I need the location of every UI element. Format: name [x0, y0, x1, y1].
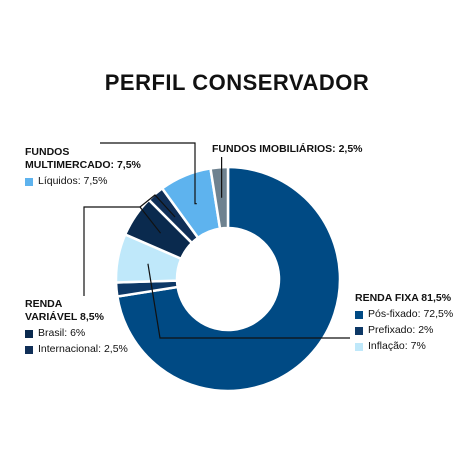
swatch-prefixado [355, 326, 363, 335]
legend-renda-variavel-title-line2: VARIÁVEL 8,5% [25, 311, 104, 323]
legend-renda-fixa: RENDA FIXA 81,5% Pós-fixado: 72,5% Prefi… [355, 292, 453, 353]
swatch-pos-fixado [355, 310, 363, 319]
swatch-liquidos [25, 177, 33, 186]
legend-multimercado-title-line1: FUNDOS [25, 146, 70, 158]
legend-item-liquidos-label: Líquidos: 7,5% [38, 175, 108, 187]
leader-internacional [139, 194, 176, 218]
legend-item-pos-fixado-label: Pós-fixado: 72,5% [368, 308, 454, 320]
leader-multimercado [100, 142, 197, 205]
slice-imobiliarios [209, 165, 230, 231]
swatch-inflacao [355, 342, 363, 351]
leader-renda-fixa [147, 263, 350, 339]
legend-item-prefixado: Prefixado: 2% [355, 324, 453, 337]
legend-imobiliarios-title: FUNDOS IMOBILIÁRIOS: 2,5% [212, 143, 363, 155]
legend-item-prefixado-label: Prefixado: 2% [368, 324, 434, 336]
swatch-internacional [25, 345, 33, 354]
legend-renda-fixa-title: RENDA FIXA 81,5% [355, 292, 452, 304]
legend-item-inflacao: Inflação: 7% [355, 340, 453, 353]
legend-item-internacional-label: Internacional: 2,5% [38, 343, 128, 355]
swatch-brasil [25, 329, 33, 338]
legend-renda-variavel-title-line1: RENDA [25, 298, 63, 310]
legend-item-brasil: Brasil: 6% [25, 327, 128, 340]
legend-item-pos-fixado: Pós-fixado: 72,5% [355, 308, 453, 321]
legend-multimercado-title-line2: MULTIMERCADO: 7,5% [25, 159, 141, 171]
legend-item-brasil-label: Brasil: 6% [38, 327, 86, 339]
legend-multimercado: FUNDOS MULTIMERCADO: 7,5% Líquidos: 7,5% [25, 146, 141, 188]
legend-imobiliarios: FUNDOS IMOBILIÁRIOS: 2,5% [212, 143, 363, 156]
legend-item-liquidos: Líquidos: 7,5% [25, 175, 141, 188]
legend-item-internacional: Internacional: 2,5% [25, 343, 128, 356]
legend-renda-variavel: RENDA VARIÁVEL 8,5% Brasil: 6% Internaci… [25, 298, 128, 356]
leader-renda-variavel [83, 206, 140, 296]
slice-renda-fixa-pos-fixado [115, 165, 342, 393]
legend-item-inflacao-label: Inflação: 7% [368, 340, 426, 352]
chart-title: PERFIL CONSERVADOR [104, 70, 370, 95]
leader-brasil [139, 206, 162, 234]
